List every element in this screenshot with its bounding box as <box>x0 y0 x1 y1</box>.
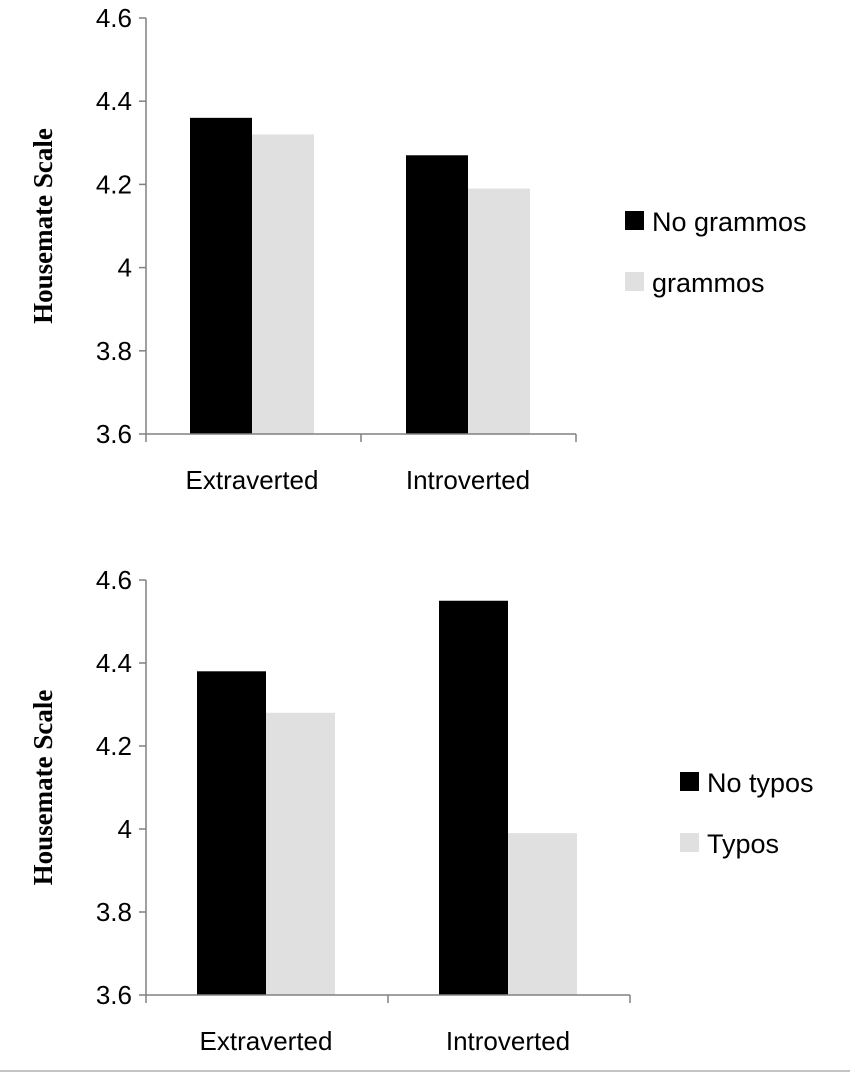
y-tick-label: 4.4 <box>96 648 132 678</box>
y-axis-title: Housemate Scale <box>28 128 58 324</box>
y-tick-label: 3.6 <box>96 980 132 1010</box>
y-tick-label: 3.8 <box>96 897 132 927</box>
y-tick-label: 4.4 <box>96 86 132 116</box>
y-axis-title: Housemate Scale <box>28 690 58 886</box>
legend-label: grammos <box>652 268 765 298</box>
legend-label: Typos <box>707 829 779 859</box>
x-category-label: Extraverted <box>186 465 319 495</box>
bar-typos-extraverted <box>266 712 335 995</box>
legend-swatch <box>680 772 699 791</box>
bar-typos-introverted <box>508 833 577 995</box>
y-tick-label: 4 <box>118 253 132 283</box>
bar-grammos-extraverted <box>252 134 314 435</box>
bar-grammos-introverted <box>468 188 530 434</box>
chart-typos: 3.6 3.8 4 4.2 4.4 4.6 Extraverted Introverted Ho… <box>28 565 814 1056</box>
bar-no-typos-extraverted <box>197 671 266 995</box>
x-category-label: Introverted <box>406 465 530 495</box>
legend-swatch <box>625 272 644 291</box>
y-tick-label: 4.2 <box>96 169 132 199</box>
y-tick-label: 4.6 <box>96 565 132 595</box>
y-tick-label: 4.6 <box>96 3 132 33</box>
legend-label: No typos <box>707 768 814 798</box>
legend-swatch <box>680 833 699 852</box>
legend-swatch <box>625 211 644 230</box>
bar-no-typos-introverted <box>439 600 508 995</box>
chart-grammos: 3.6 3.8 4 4.2 4.4 4.6 Extraverted Introverted Ho… <box>28 3 807 495</box>
legend-label: No grammos <box>652 207 807 237</box>
bar-no-grammos-extraverted <box>190 117 252 434</box>
y-tick-label: 3.6 <box>96 419 132 449</box>
y-tick-label: 4 <box>118 814 132 844</box>
x-category-label: Introverted <box>446 1026 570 1056</box>
bar-no-grammos-introverted <box>406 155 468 434</box>
x-category-label: Extraverted <box>200 1026 333 1056</box>
y-tick-label: 4.2 <box>96 731 132 761</box>
y-tick-label: 3.8 <box>96 336 132 366</box>
